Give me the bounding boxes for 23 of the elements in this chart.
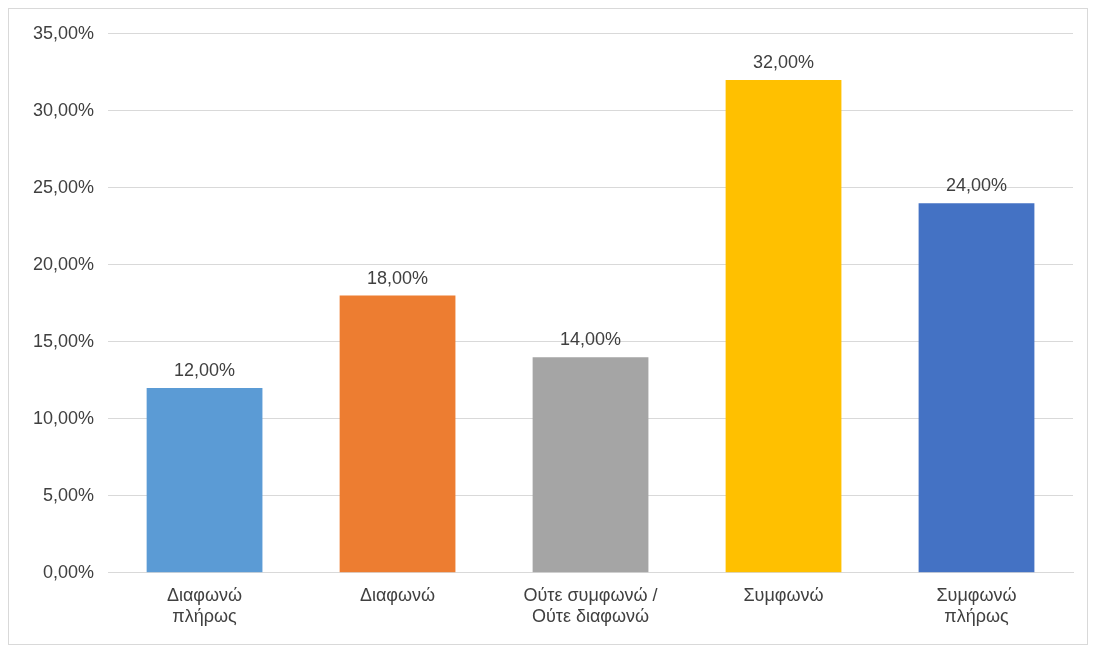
- x-tick-label: Συμφωνώ: [743, 584, 824, 605]
- y-tick-label: 10,00%: [32, 407, 95, 428]
- data-label: 32,00%: [752, 51, 815, 72]
- data-label: 24,00%: [945, 175, 1008, 196]
- x-tick-label: Διαφωνώ πλήρως: [166, 584, 243, 627]
- data-label: 14,00%: [559, 329, 622, 350]
- bar: [918, 203, 1035, 573]
- y-tick-label: 20,00%: [32, 253, 95, 274]
- y-tick-label: 15,00%: [32, 330, 95, 351]
- bar: [339, 295, 456, 573]
- y-tick-label: 25,00%: [32, 176, 95, 197]
- bar: [532, 357, 649, 573]
- bar: [146, 388, 263, 573]
- y-tick-label: 35,00%: [32, 22, 95, 43]
- x-tick-label: Διαφωνώ: [359, 584, 436, 605]
- data-label: 12,00%: [174, 359, 236, 380]
- x-tick-label: Συμφωνώ πλήρως: [936, 584, 1017, 627]
- bar: [725, 80, 842, 573]
- data-label: 18,00%: [367, 267, 429, 288]
- y-tick-label: 0,00%: [43, 561, 95, 582]
- y-tick-label: 5,00%: [43, 484, 95, 505]
- y-tick-label: 30,00%: [32, 99, 95, 120]
- x-tick-label: Ούτε συμφωνώ / Ούτε διαφωνώ: [523, 584, 658, 627]
